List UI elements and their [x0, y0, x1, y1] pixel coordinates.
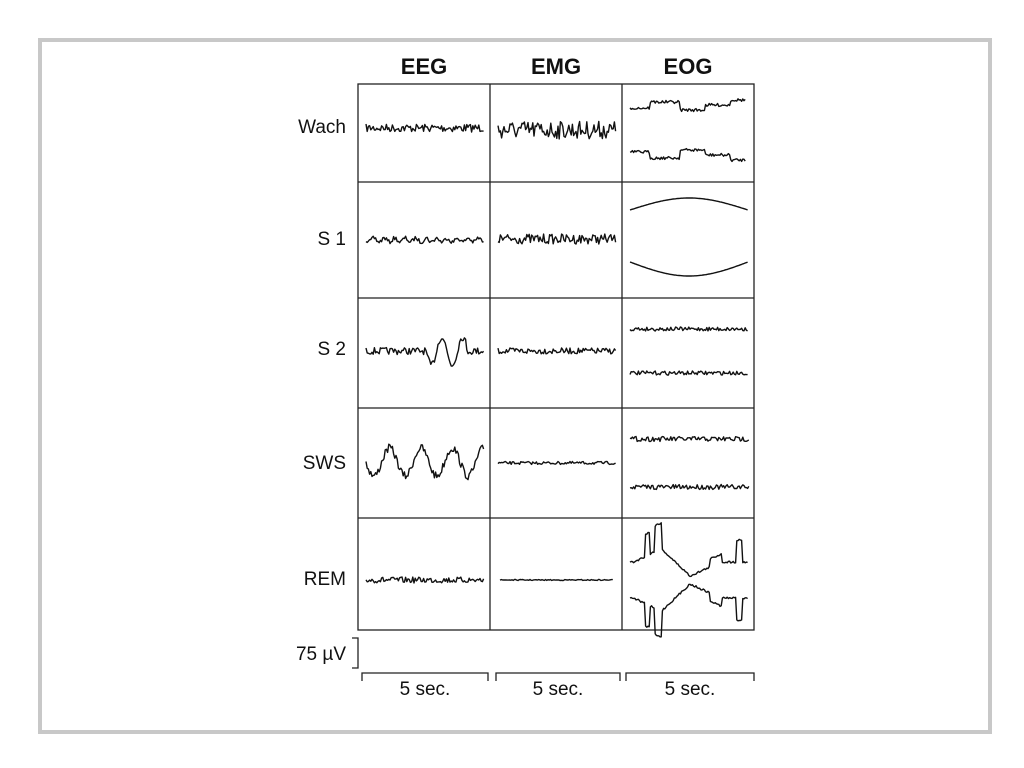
waveform	[629, 435, 750, 443]
row-label: REM	[304, 569, 346, 590]
column-header: EEG	[401, 54, 447, 79]
time-label: 5 sec.	[400, 679, 451, 700]
amplitude-bracket	[352, 637, 359, 669]
waveform	[629, 98, 746, 113]
row-label: S 2	[317, 339, 346, 360]
table-border	[357, 83, 755, 631]
waveforms	[365, 98, 750, 638]
row-label: SWS	[303, 453, 346, 474]
waveform	[629, 261, 748, 277]
frame	[38, 38, 992, 734]
time-bracket	[625, 672, 755, 681]
waveform	[365, 337, 485, 367]
waveform	[365, 443, 485, 481]
time-label: 5 sec.	[665, 679, 716, 700]
time-bracket	[495, 672, 621, 681]
row-label: Wach	[298, 117, 346, 138]
waveform	[497, 120, 617, 140]
time-label: 5 sec.	[533, 679, 584, 700]
waveform	[629, 326, 748, 332]
row-label: S 1	[317, 229, 346, 250]
waveform	[629, 147, 746, 163]
waveform	[629, 197, 748, 211]
waveform	[497, 233, 617, 245]
column-header: EMG	[531, 54, 581, 79]
time-bracket	[361, 672, 489, 681]
waveform	[365, 235, 484, 245]
amplitude-label: 75 µV	[296, 644, 346, 665]
waveform	[499, 578, 613, 582]
waveform	[629, 483, 750, 491]
waveform	[497, 347, 617, 355]
labels: EEG EMG EOG Wach S 1 S 2 SWS REM 75 µV 5 sec. 5 se…	[296, 54, 755, 700]
waveform	[629, 522, 748, 578]
waveform	[365, 123, 484, 133]
grid	[357, 83, 755, 631]
waveform	[629, 583, 748, 638]
waveform	[629, 370, 748, 376]
waveform	[365, 576, 485, 584]
column-header: EOG	[664, 54, 713, 79]
waveform	[497, 460, 616, 466]
